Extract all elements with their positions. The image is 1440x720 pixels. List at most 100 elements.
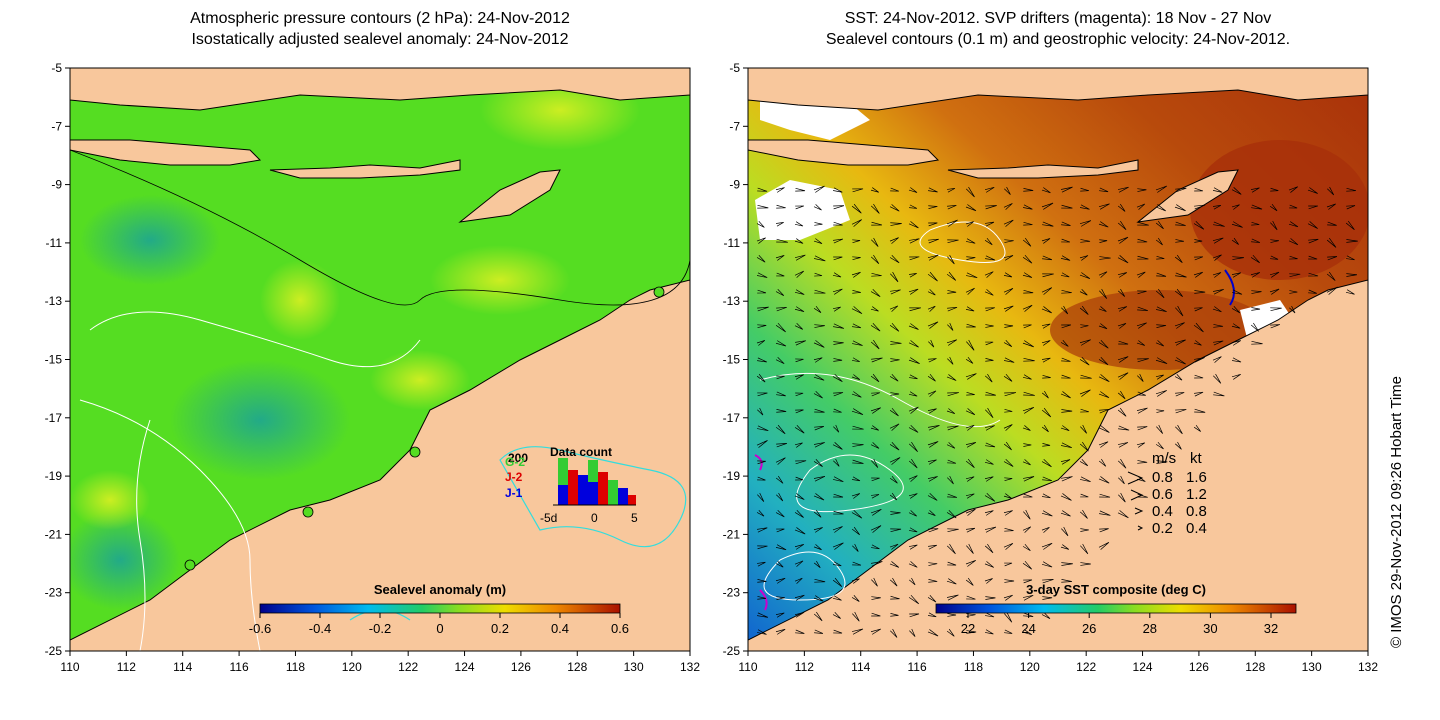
velocity-arrow <box>1327 186 1335 196</box>
velocity-arrow <box>1079 272 1091 280</box>
velocity-arrow <box>776 272 785 277</box>
velocity-arrow <box>1212 272 1222 278</box>
velocity-arrow <box>775 457 786 465</box>
velocity-arrow <box>1003 543 1014 550</box>
velocity-arrow <box>1174 339 1186 346</box>
velocity-arrow <box>851 578 860 584</box>
y-axis-tick-label: -13 <box>723 294 741 308</box>
velocity-arrow <box>1041 459 1052 468</box>
velocity-arrow <box>1004 477 1013 482</box>
data-count-legend-j1: J-1 <box>505 486 523 500</box>
right-title-line1: SST: 24-Nov-2012. SVP drifters (magenta)… <box>844 10 1272 27</box>
velocity-arrow <box>1136 271 1146 278</box>
velocity-arrow <box>813 458 823 467</box>
velocity-arrow <box>1099 528 1109 533</box>
velocity-arrow <box>1174 204 1186 212</box>
x-axis-tick-label: 126 <box>511 660 531 674</box>
velocity-arrow <box>870 339 880 350</box>
velocity-arrow <box>947 528 959 533</box>
velocity-arrow <box>927 289 936 296</box>
velocity-arrow <box>776 443 787 448</box>
data-count-legend-g2: G-2 <box>505 455 525 469</box>
velocity-arrow <box>1251 307 1261 311</box>
velocity-arrow <box>965 204 977 212</box>
velocity-arrow <box>832 476 844 483</box>
sst-colorbar: 3-day SST composite (deg C) 22 24 26 28 30 32 <box>935 582 1297 636</box>
velocity-arrow <box>833 221 843 226</box>
velocity-arrow <box>1270 239 1279 243</box>
velocity-arrow <box>776 238 788 243</box>
velocity-arrow <box>852 188 864 193</box>
lesser-sunda-islands <box>947 159 1139 179</box>
velocity-arrow <box>1231 237 1239 245</box>
velocity-arrow <box>1117 510 1129 519</box>
data-count-title: Data count <box>550 445 612 459</box>
x-axis-tick-label: 132 <box>680 660 700 674</box>
right-y-axis: -5 -7 -9 -11 -13 -15 -17 -19 -21 -23 -25 <box>723 61 748 658</box>
velocity-arrow <box>1213 324 1224 328</box>
velocity-legend-kt: 0.4 <box>1186 520 1207 537</box>
right-x-axis: 110 112 114 116 118 120 122 124 126 128 130 132 <box>738 651 1378 674</box>
data-count-bar <box>558 485 568 505</box>
velocity-arrow <box>1022 272 1033 278</box>
velocity-arrow <box>756 272 768 278</box>
left-x-axis: 110 112 114 116 118 120 122 124 126 128 130 132 <box>60 651 700 674</box>
velocity-arrow <box>795 187 806 192</box>
x-axis-tick-label: 110 <box>60 660 79 674</box>
pressure-contour <box>136 419 151 651</box>
velocity-arrow <box>813 544 822 551</box>
velocity-arrow <box>814 578 826 583</box>
y-axis-tick-label: -25 <box>45 644 63 658</box>
velocity-arrow <box>1155 204 1166 212</box>
velocity-arrow <box>1193 221 1205 230</box>
velocity-arrow <box>928 205 938 209</box>
velocity-arrow <box>889 441 900 451</box>
velocity-arrow <box>1023 357 1035 362</box>
velocity-arrow <box>871 392 880 397</box>
velocity-arrow <box>794 493 805 500</box>
velocity-arrow <box>1079 441 1089 452</box>
velocity-arrow <box>833 256 843 261</box>
timor-island <box>458 169 561 223</box>
velocity-arrow <box>1251 340 1263 345</box>
velocity-arrow <box>851 374 861 381</box>
velocity-arrow <box>1042 374 1051 379</box>
velocity-arrow <box>1194 290 1206 294</box>
velocity-arrow <box>1174 374 1183 381</box>
y-axis-tick-label: -15 <box>45 353 63 367</box>
velocity-arrow <box>1231 323 1241 329</box>
velocity-arrow <box>775 289 785 296</box>
y-axis-tick-label: -5 <box>51 61 62 75</box>
sst-colorbar-ticks: 22 24 26 28 30 32 <box>961 613 1278 636</box>
velocity-arrow <box>1155 288 1165 299</box>
velocity-arrow <box>985 391 996 396</box>
velocity-arrow <box>966 527 976 533</box>
velocity-arrow <box>757 545 768 550</box>
velocity-arrow <box>1099 256 1111 260</box>
velocity-arrow <box>1212 204 1222 210</box>
velocity-arrow <box>1117 356 1129 363</box>
velocity-arrow <box>1079 339 1091 346</box>
velocity-arrow <box>928 528 939 533</box>
velocity-arrow <box>1003 424 1013 431</box>
velocity-arrow <box>833 408 842 413</box>
velocity-arrow <box>1346 205 1356 210</box>
velocity-arrow <box>832 577 843 588</box>
velocity-arrow <box>794 611 805 618</box>
velocity-arrow <box>1061 374 1071 379</box>
velocity-arrow <box>1080 543 1089 555</box>
velocity-arrow <box>776 204 786 209</box>
velocity-arrow <box>965 287 975 295</box>
velocity-arrow <box>851 391 862 398</box>
velocity-arrow <box>776 391 786 397</box>
velocity-arrow <box>946 339 958 346</box>
velocity-arrow <box>870 508 882 516</box>
data-count-bar <box>588 482 598 505</box>
station-marker <box>184 559 196 571</box>
velocity-arrow <box>851 271 861 278</box>
velocity-arrow <box>832 595 842 601</box>
x-axis-tick-label: 118 <box>286 660 305 674</box>
velocity-arrow <box>984 289 994 296</box>
velocity-arrow <box>813 391 823 399</box>
velocity-legend-ms: 0.2 <box>1152 520 1173 537</box>
